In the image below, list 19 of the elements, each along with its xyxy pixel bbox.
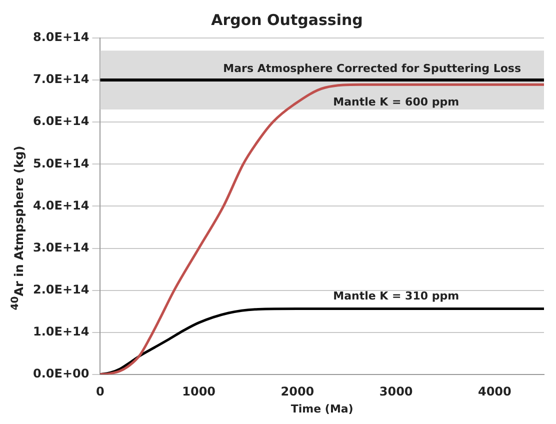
y-tick-label: 5.0E+14	[32, 156, 90, 170]
x-tick-label: 3000	[379, 384, 413, 399]
x-tick-label: 4000	[478, 384, 512, 399]
y-tick-label: 6.0E+14	[32, 114, 90, 128]
x-tick-label: 1000	[182, 384, 216, 399]
y-tick-label: 2.0E+14	[32, 282, 90, 296]
y-tick-label: 3.0E+14	[32, 240, 90, 254]
y-tick-label: 8.0E+14	[32, 30, 90, 44]
y-tick-label: 1.0E+14	[32, 324, 90, 338]
chart-title: Argon Outgassing	[211, 10, 363, 29]
x-axis-title: Time (Ma)	[290, 402, 354, 416]
x-tick-label: 2000	[280, 384, 314, 399]
x-tick-label: 0	[96, 384, 104, 399]
series-label: Mantle K = 310 ppm	[333, 290, 460, 303]
ref-line-label: Mars Atmosphere Corrected for Sputtering Loss	[223, 62, 522, 76]
y-tick-label: 7.0E+14	[32, 72, 90, 86]
y-tick-label: 4.0E+14	[32, 198, 90, 212]
series-label: Mantle K = 600 ppm	[333, 96, 460, 109]
y-tick-label: 0.0E+00	[32, 366, 90, 381]
